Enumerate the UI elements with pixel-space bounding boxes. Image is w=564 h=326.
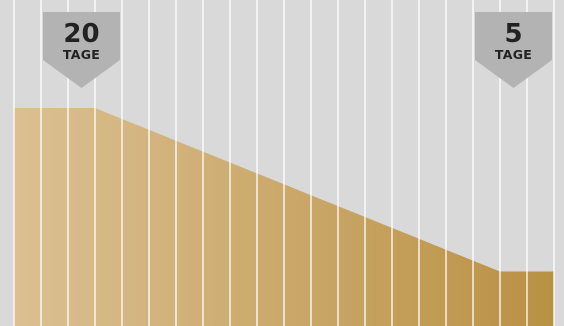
badge-unit-label: TAGE [495,47,532,62]
badge-number: 5 [504,19,522,49]
badge-shape [43,12,120,88]
badge-shape [475,12,552,88]
badge-number: 20 [63,19,99,49]
badge-unit-label: TAGE [63,47,100,62]
